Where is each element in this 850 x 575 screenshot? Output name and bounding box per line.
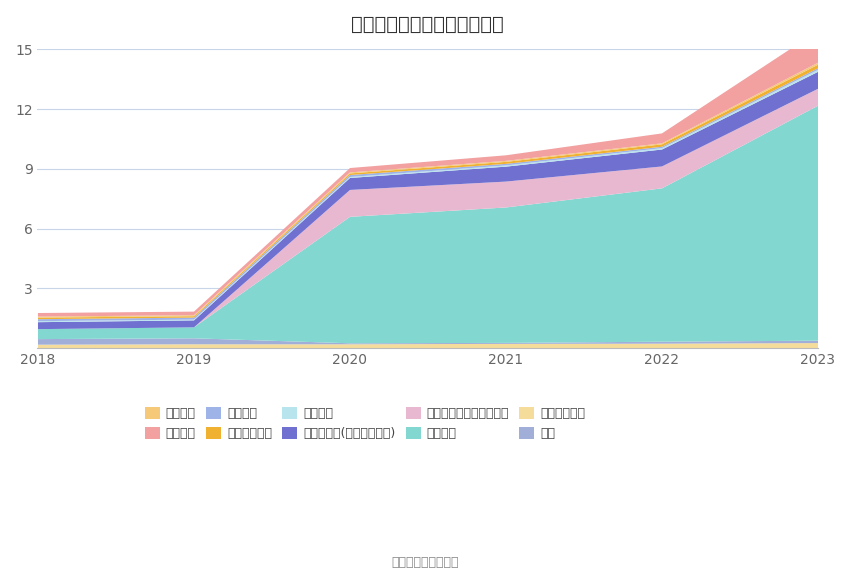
Title: 历年主要负债堆积图（亿元）: 历年主要负债堆积图（亿元） — [351, 15, 504, 34]
Legend: 短期借款, 应付账款, 预收款项, 应付职工薪酬, 应交税费, 其他应付款(含利息和股利), 一年内到期的非流动负债, 租赁负债, 长期递延收益, 其它: 短期借款, 应付账款, 预收款项, 应付职工薪酬, 应交税费, 其他应付款(含利… — [139, 402, 591, 445]
Text: 数据来源：恒生聚源: 数据来源：恒生聚源 — [391, 556, 459, 569]
